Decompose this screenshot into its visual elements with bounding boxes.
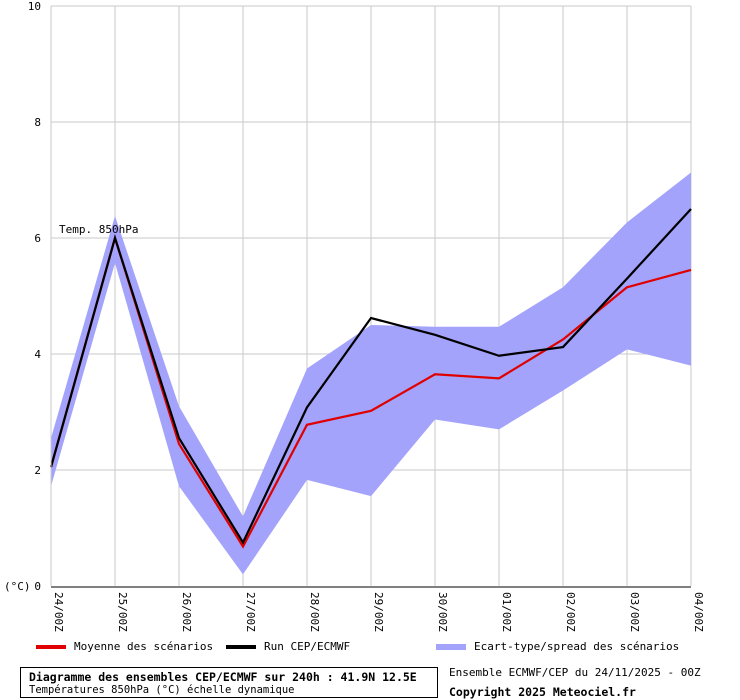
legend-spread-swatch	[436, 644, 466, 650]
chart-subtitle: Températures 850hPa (°C) échelle dynamiq…	[29, 684, 295, 696]
x-axis-line	[51, 586, 691, 588]
series-line-run	[49, 208, 692, 545]
legend-mean-swatch	[36, 645, 66, 649]
copyright-text: Copyright 2025 Meteociel.fr	[449, 685, 636, 699]
legend-run-label: Run CEP/ECMWF	[264, 640, 351, 653]
y-tick-label: 6	[34, 232, 41, 245]
chart-annotation: Temp. 850hPa	[59, 223, 138, 236]
y-tick-label: 10	[28, 0, 41, 13]
x-tick-label: 28/00Z	[308, 592, 321, 632]
legend-spread-label: Ecart-type/spread des scénarios	[474, 640, 680, 653]
spread-band	[51, 172, 691, 575]
series-line-mean	[49, 234, 692, 549]
legend-spread: Ecart-type/spread des scénarios	[436, 640, 679, 653]
chart-title-box: Diagramme des ensembles CEP/ECMWF sur 24…	[20, 667, 438, 698]
x-tick-label: 27/00Z	[244, 592, 257, 632]
x-tick-label: 03/00Z	[628, 592, 641, 632]
x-tick-label: 26/00Z	[180, 592, 193, 632]
legend-run-swatch	[226, 645, 256, 649]
y-axis-unit-label: (°C)	[4, 580, 31, 593]
chart-title: Diagramme des ensembles CEP/ECMWF sur 24…	[29, 670, 417, 684]
x-tick-label: 04/00Z	[692, 592, 705, 632]
legend-mean: Moyenne des scénarios	[36, 640, 213, 653]
ensemble-chart: 0 2 4 6 8 10 24/00Z 25/00Z 26/00Z 27/00Z 28/00Z 29/…	[4, 0, 705, 632]
legend-run: Run CEP/ECMWF	[226, 640, 350, 653]
x-tick-label: 29/00Z	[372, 592, 385, 632]
x-tick-label: 01/00Z	[500, 592, 513, 632]
ensemble-run-info: Ensemble ECMWF/CEP du 24/11/2025 - 00Z	[449, 666, 701, 679]
y-tick-label: 8	[34, 116, 41, 129]
x-tick-label: 30/00Z	[436, 592, 449, 632]
legend-mean-label: Moyenne des scénarios	[74, 640, 214, 653]
y-tick-label: 0	[34, 580, 41, 593]
x-tick-label: 24/00Z	[52, 592, 65, 632]
x-tick-label: 25/00Z	[116, 592, 129, 632]
y-tick-label: 4	[34, 348, 41, 361]
x-tick-label: 02/00Z	[564, 592, 577, 632]
y-tick-label: 2	[34, 464, 41, 477]
